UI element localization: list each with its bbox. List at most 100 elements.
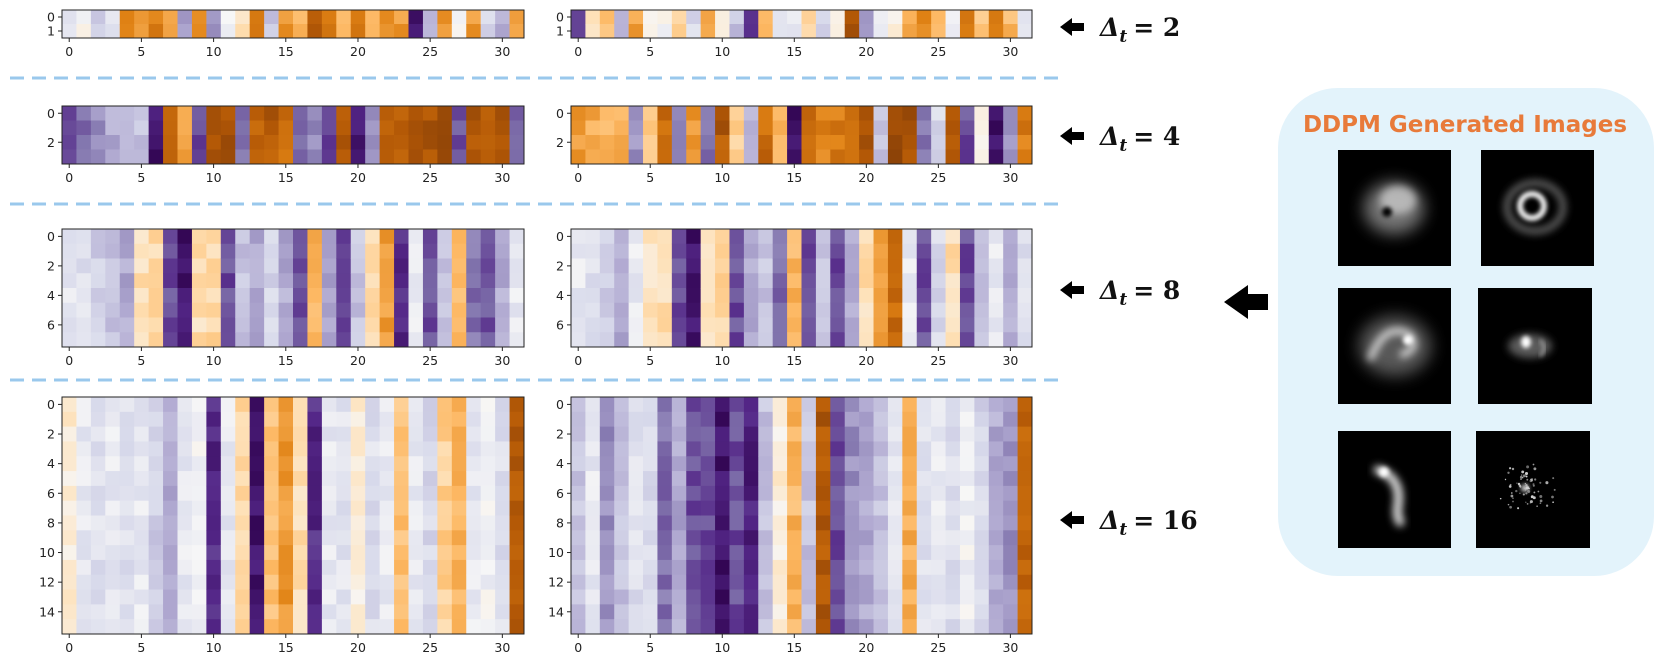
- heatmap-cell: [408, 120, 424, 136]
- heatmap-cell: [191, 135, 207, 150]
- heatmap-cell: [163, 485, 178, 502]
- heatmap-cell: [787, 589, 802, 605]
- heatmap-cell: [758, 485, 774, 502]
- heatmap-cell: [249, 456, 265, 472]
- heatmap-cell: [715, 135, 730, 150]
- speckle-dot: [1510, 492, 1513, 494]
- y-tick-label: 4: [556, 456, 564, 471]
- heatmap-cell: [959, 545, 975, 561]
- heatmap-cell: [931, 302, 946, 318]
- heatmap-cell: [336, 411, 352, 428]
- heatmap-cell: [278, 426, 294, 442]
- speckle-dot: [1530, 478, 1532, 480]
- heatmap-cell: [902, 24, 918, 39]
- heatmap-cell: [350, 149, 366, 165]
- heatmap-cell: [1017, 273, 1033, 289]
- speckle-dot: [1517, 507, 1520, 510]
- heatmap-cell: [599, 426, 615, 442]
- heatmap-cell: [134, 24, 150, 39]
- heatmap-cell: [62, 243, 77, 259]
- heatmap-cell: [988, 619, 1004, 635]
- speckle-dot: [1511, 467, 1515, 471]
- heatmap-cell: [671, 471, 687, 487]
- heatmap-cell: [264, 515, 279, 531]
- heatmap-cell: [235, 135, 251, 150]
- heatmap-cell: [988, 574, 1004, 590]
- ddpm-image-3: [1338, 288, 1451, 404]
- heatmap-cell: [643, 500, 658, 516]
- heatmap-cell: [1003, 411, 1018, 428]
- heatmap-cell: [859, 229, 874, 245]
- heatmap-cell: [422, 515, 438, 531]
- heatmap-cell: [1003, 24, 1018, 39]
- heatmap-cell: [974, 515, 990, 531]
- heatmap-cell: [974, 545, 990, 561]
- heatmap-cell: [220, 411, 236, 428]
- heatmap-cell: [801, 589, 817, 605]
- heatmap-cell: [887, 120, 903, 136]
- heatmap-cell: [729, 426, 745, 442]
- heatmap-cell: [657, 530, 673, 546]
- heatmap-cell: [466, 411, 482, 428]
- heatmap-cell: [249, 589, 265, 605]
- heatmap-cell: [686, 332, 702, 348]
- heatmap-cell: [614, 604, 630, 620]
- heatmap-cell: [62, 302, 77, 318]
- heatmap-cell: [422, 397, 438, 413]
- heatmap-cell: [437, 229, 453, 245]
- heatmap-cell: [206, 530, 222, 546]
- heatmap-cell: [105, 574, 121, 590]
- heatmap-cell: [293, 120, 308, 136]
- heatmap-cell: [235, 120, 251, 136]
- heatmap-cell: [830, 10, 846, 25]
- heatmap-cell: [959, 149, 975, 165]
- heatmap-cell: [350, 229, 366, 245]
- heatmap-cell: [321, 302, 337, 318]
- speckle-dot: [1512, 497, 1514, 500]
- x-tick-label: 15: [278, 353, 294, 368]
- heatmap-cell: [163, 456, 178, 472]
- speckle-dot: [1524, 471, 1529, 476]
- heatmap-cell: [509, 135, 525, 150]
- heatmap-cell: [743, 545, 759, 561]
- heatmap-cell: [671, 559, 687, 576]
- heatmap-cell: [480, 229, 496, 245]
- heatmap-cell: [988, 135, 1004, 150]
- heatmap-cell: [408, 397, 424, 413]
- heatmap-cell: [90, 243, 106, 259]
- x-tick-label: 5: [646, 170, 654, 185]
- heatmap-cell: [191, 441, 207, 457]
- heatmap-cell: [408, 485, 424, 502]
- heatmap-cell: [105, 120, 121, 136]
- heatmap-cell: [206, 273, 222, 289]
- heatmap-cell: [571, 515, 586, 531]
- heatmap-cell: [931, 120, 946, 136]
- heatmap-cell: [729, 149, 745, 165]
- heatmap-cell: [177, 545, 193, 561]
- heatmap-cell: [585, 288, 601, 304]
- y-tick-label: 14: [39, 604, 55, 619]
- heatmap-cell: [307, 411, 323, 428]
- heatmap-cell: [249, 471, 265, 487]
- heatmap-cell: [134, 397, 150, 413]
- heatmap-cell: [480, 273, 496, 289]
- heatmap-cell: [974, 456, 990, 472]
- heatmap-cell: [1003, 515, 1018, 531]
- heatmap-cell: [321, 456, 337, 472]
- heatmap-cell: [844, 135, 860, 150]
- heatmap-cell: [466, 24, 482, 39]
- heatmap-cell: [148, 288, 164, 304]
- heatmap-cell: [729, 273, 745, 289]
- heatmap-cell: [235, 426, 251, 442]
- heatmap-cell: [480, 243, 496, 259]
- heatmap-cell: [408, 332, 424, 348]
- heatmap-cell: [916, 397, 932, 413]
- heatmap-cell: [163, 545, 178, 561]
- heatmap-cell: [365, 302, 381, 318]
- heatmap-cell: [902, 411, 918, 428]
- delta-value: = 16: [1133, 506, 1197, 535]
- heatmap-cell: [321, 10, 337, 25]
- heatmap-cell: [235, 471, 251, 487]
- heatmap-cell: [614, 397, 630, 413]
- heatmap-cell: [959, 441, 975, 457]
